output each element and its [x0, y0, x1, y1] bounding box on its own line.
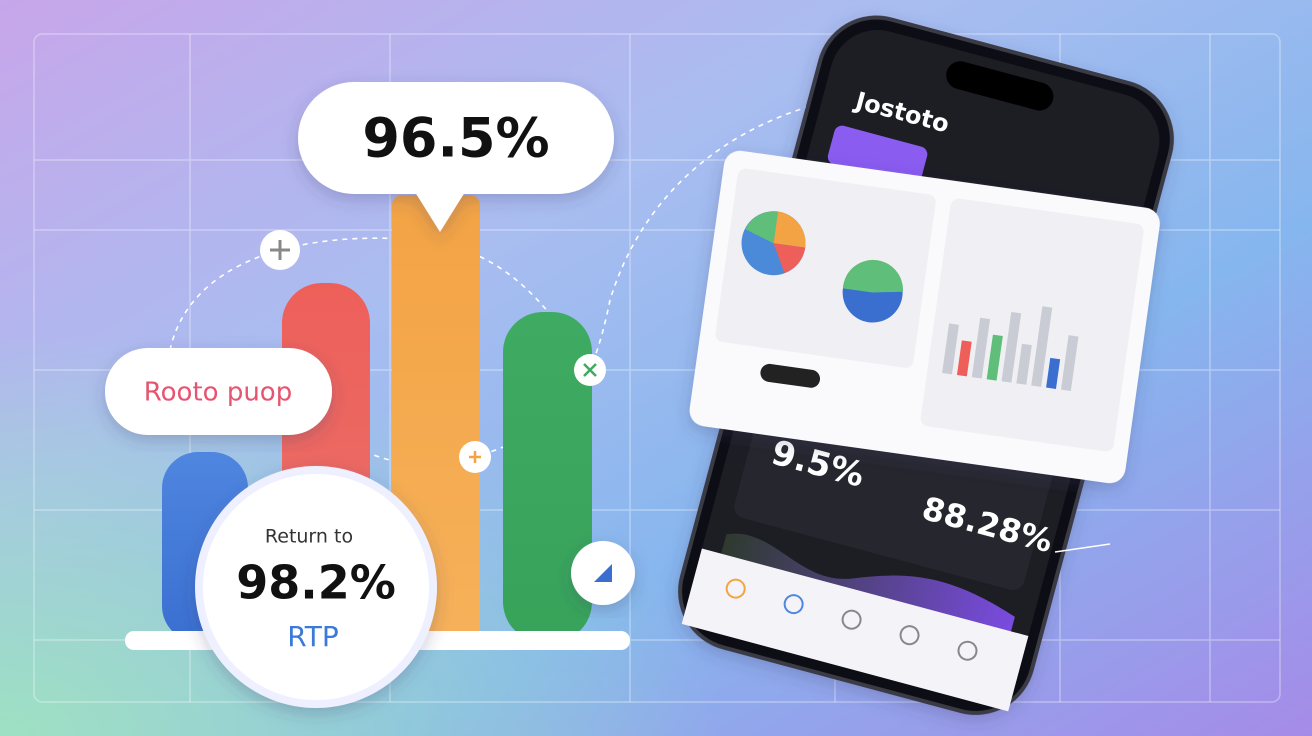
bottom-nav — [681, 548, 1029, 712]
plus-glyph — [469, 451, 481, 463]
decoration — [957, 640, 978, 661]
decoration — [1046, 357, 1061, 389]
decoration — [319, 94, 861, 467]
value-bubble — [298, 82, 614, 232]
decoration — [1031, 306, 1053, 387]
card-panel — [920, 198, 1144, 452]
decoration — [1060, 335, 1079, 392]
pie-chart — [741, 211, 806, 276]
card-panel — [715, 168, 936, 368]
rtp-badge — [195, 466, 437, 708]
decoration — [986, 334, 1003, 381]
app-tab — [827, 125, 928, 186]
pie-slice — [745, 211, 778, 244]
decoration — [956, 340, 972, 377]
decoration — [1016, 343, 1032, 385]
connector-lines — [169, 94, 861, 467]
mini-bars — [942, 306, 1079, 392]
decoration — [1001, 311, 1022, 383]
badge-label: RTP — [287, 620, 338, 653]
chart-glyph — [594, 564, 612, 582]
decoration — [899, 625, 920, 646]
decoration — [971, 317, 991, 379]
badge-caption: Return to — [265, 526, 353, 548]
bubble-value: 96.5% — [362, 107, 549, 170]
pie-slice — [773, 243, 806, 274]
plus-glyph — [270, 240, 290, 260]
bubble-pointer — [415, 192, 465, 232]
pie-chart — [842, 259, 904, 323]
decoration — [33, 33, 1281, 703]
pie-slice — [842, 259, 904, 293]
icons — [260, 230, 635, 605]
dashboard-card — [689, 150, 1160, 484]
nav-icons — [725, 578, 978, 661]
phone-notch — [946, 61, 1054, 111]
label-pill — [105, 348, 332, 435]
pill-label: Rooto puop — [144, 378, 292, 408]
pie-slice — [773, 211, 806, 248]
badge-value: 98.2% — [236, 556, 396, 610]
accent-line — [1054, 543, 1111, 553]
decoration — [725, 578, 746, 599]
decoration — [841, 609, 862, 630]
bubble-body — [298, 82, 614, 194]
decoration — [783, 594, 804, 615]
bar — [503, 312, 592, 642]
decoration — [942, 323, 959, 375]
close-glyph — [583, 363, 597, 377]
card-chip — [760, 363, 821, 388]
